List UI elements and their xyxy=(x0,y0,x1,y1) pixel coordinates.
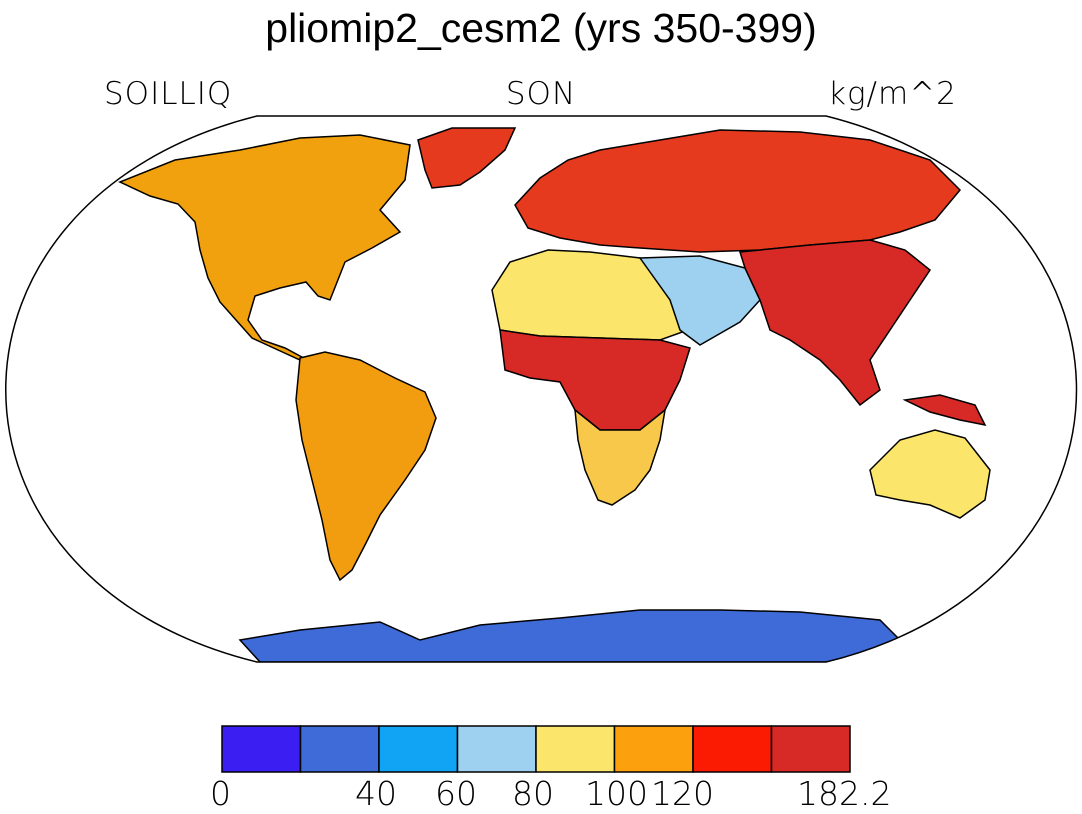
colorbar-swatch xyxy=(613,725,694,773)
colorbar-tick-label: 60 xyxy=(435,774,477,813)
antarctica-landmass xyxy=(238,609,902,662)
colorbar-swatch xyxy=(221,725,302,773)
colorbar-tick-label: 80 xyxy=(512,774,554,813)
colorbar-swatch xyxy=(456,725,537,773)
asia-south-landmass xyxy=(739,239,932,407)
colorbar-tick-label: 120 xyxy=(651,774,714,813)
colorbar xyxy=(221,725,851,773)
colorbar-tick-label: 182.2 xyxy=(797,774,892,813)
colorbar-swatch xyxy=(692,725,773,773)
europe-russia-landmass xyxy=(514,129,962,253)
units-label: kg/m^2 xyxy=(828,76,957,112)
south-america-landmass xyxy=(295,351,437,582)
africa-south-landmass xyxy=(574,408,667,506)
season-label: SON xyxy=(505,76,577,112)
colorbar-swatch xyxy=(770,725,851,773)
map-border xyxy=(5,115,1078,663)
asia-south-landmass xyxy=(902,394,987,427)
variable-label: SOILLIQ xyxy=(104,76,233,112)
land-masses xyxy=(118,127,991,662)
colorbar-tick-label: 0 xyxy=(210,774,231,813)
map-title: pliomip2_cesm2 (yrs 350-399) xyxy=(265,5,817,51)
colorbar-tick-label: 100 xyxy=(585,774,648,813)
colorbar-swatch xyxy=(535,725,616,773)
greenland-landmass xyxy=(417,127,517,189)
north-america-landmass xyxy=(118,134,411,363)
australia-landmass xyxy=(869,429,991,519)
colorbar-swatch xyxy=(378,725,459,773)
middle-east-landmass xyxy=(638,255,761,346)
colorbar-tick-label: 40 xyxy=(355,774,397,813)
colorbar-swatch xyxy=(299,725,380,773)
